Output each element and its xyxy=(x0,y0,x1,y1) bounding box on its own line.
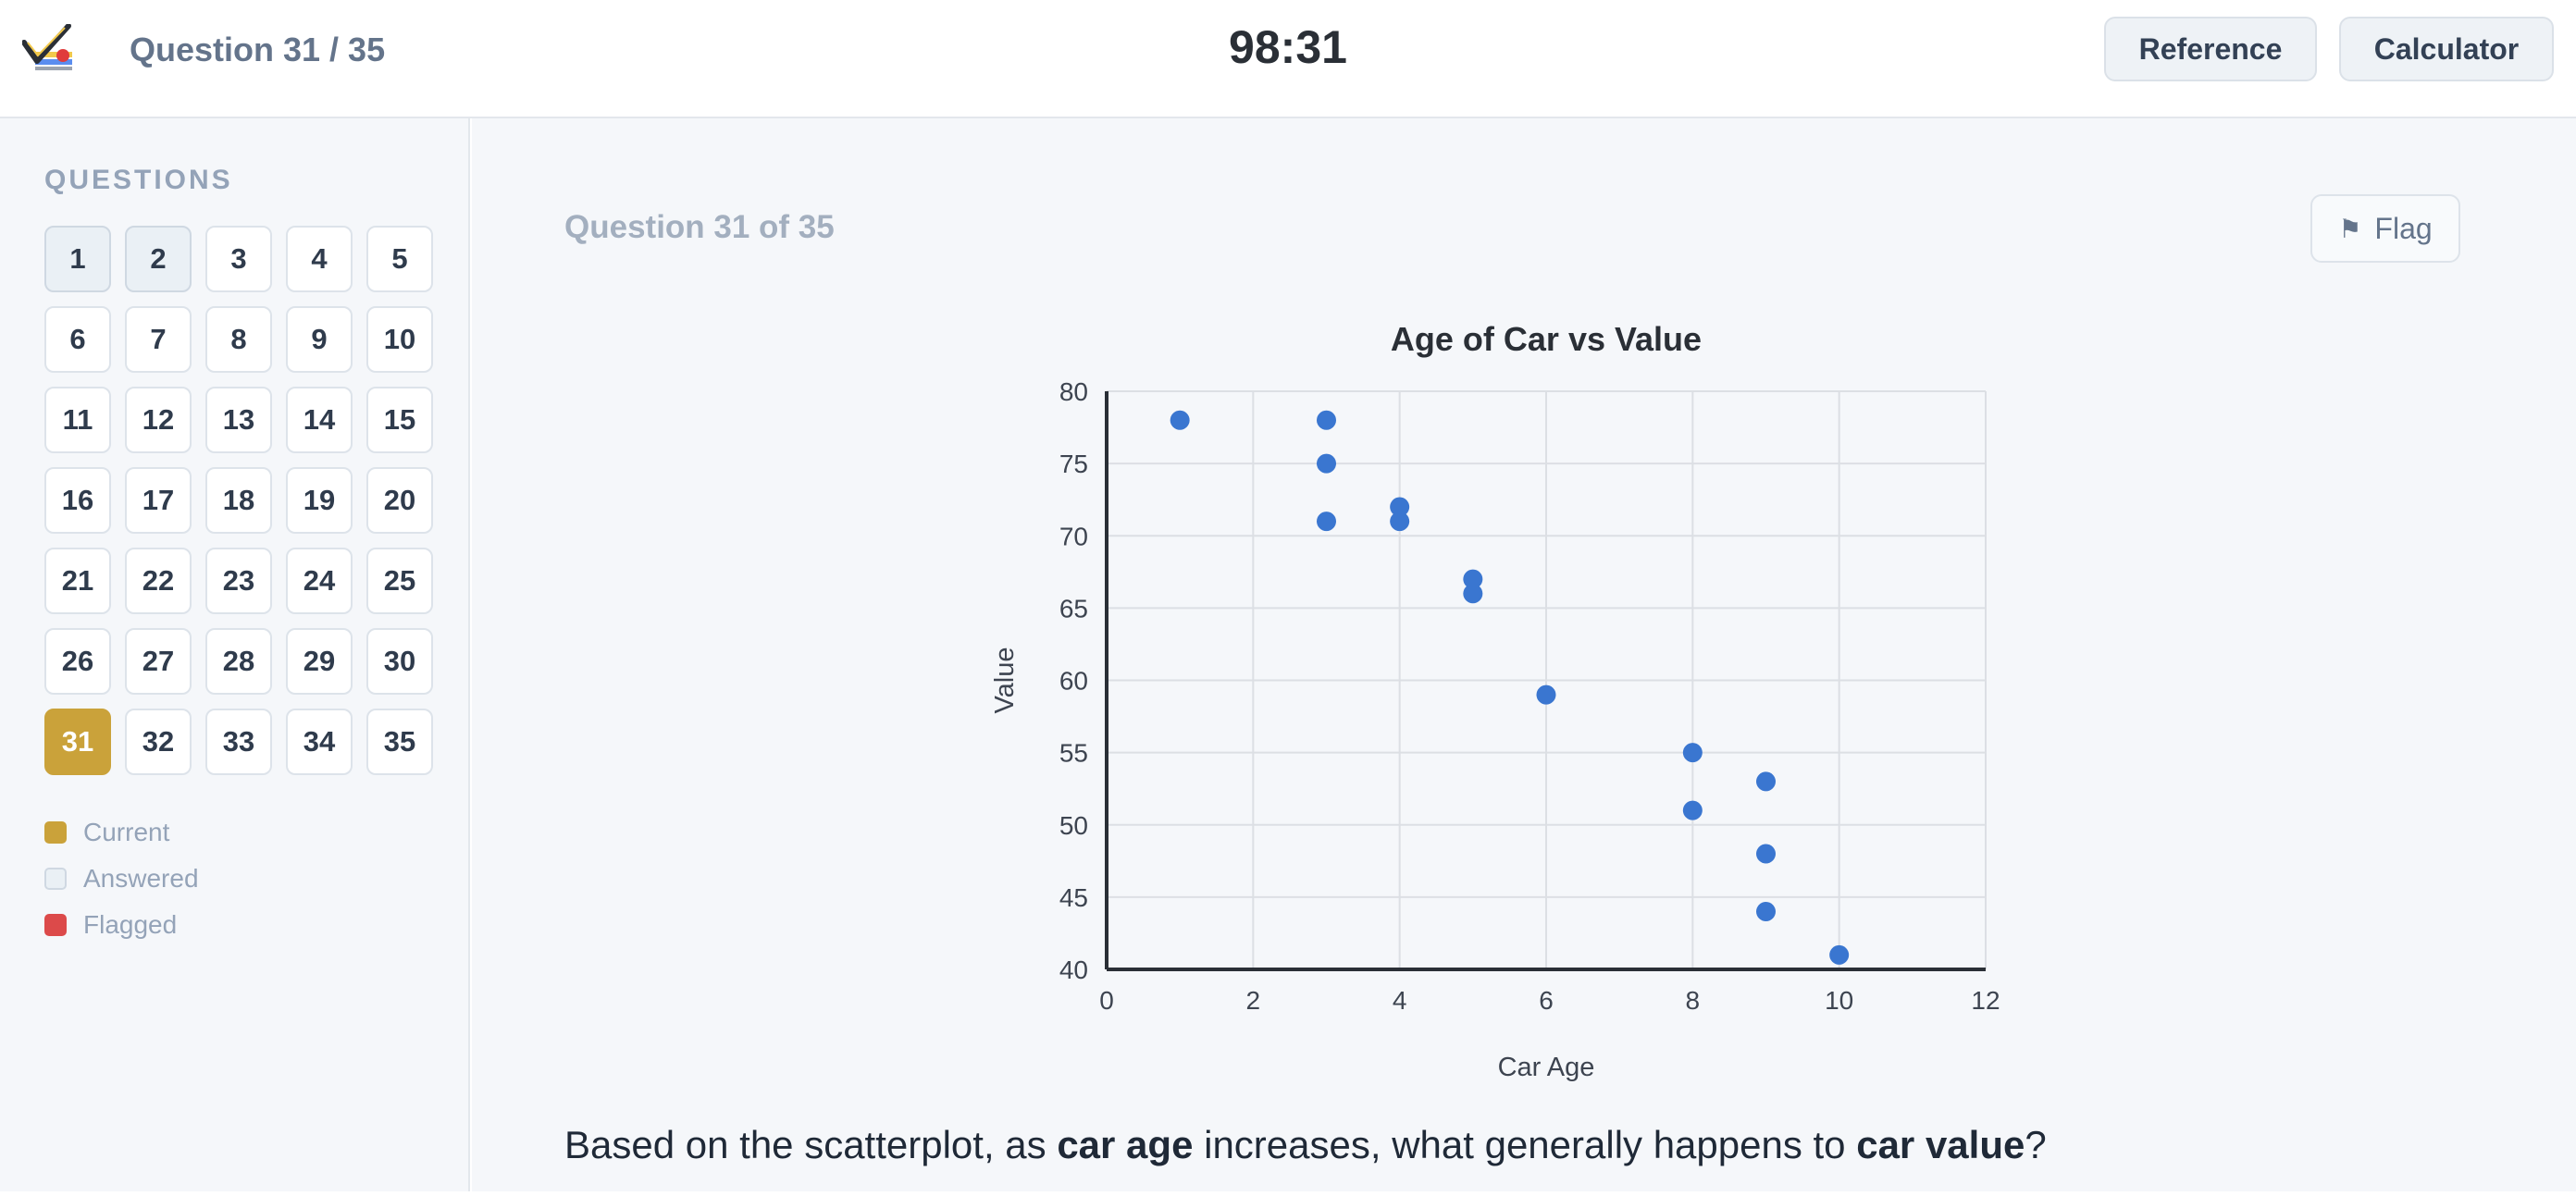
question-button-12[interactable]: 12 xyxy=(125,387,192,453)
flag-button[interactable]: ⚑ Flag xyxy=(2310,194,2460,263)
question-button-28[interactable]: 28 xyxy=(205,628,272,695)
y-tick-label: 50 xyxy=(1059,811,1088,840)
x-tick-label: 6 xyxy=(1539,986,1554,1015)
question-text: Based on the scatterplot, as car age inc… xyxy=(564,1123,2047,1167)
data-point xyxy=(1756,771,1776,792)
data-point xyxy=(1756,844,1776,864)
chart-title: Age of Car vs Value xyxy=(1391,320,1702,358)
question-text-emphasis: car age xyxy=(1057,1123,1194,1166)
question-button-23[interactable]: 23 xyxy=(205,548,272,614)
legend-item-flagged: Flagged xyxy=(44,906,322,943)
y-tick-label: 60 xyxy=(1059,667,1088,696)
top-bar: Question 31 / 35 98:31 Reference Calcula… xyxy=(0,0,2576,118)
data-point xyxy=(1829,944,1850,965)
data-point xyxy=(1317,453,1336,474)
question-button-18[interactable]: 18 xyxy=(205,467,272,534)
question-button-22[interactable]: 22 xyxy=(125,548,192,614)
question-button-29[interactable]: 29 xyxy=(286,628,353,695)
question-button-7[interactable]: 7 xyxy=(125,306,192,373)
question-heading: Question 31 of 35 xyxy=(564,209,835,245)
question-button-8[interactable]: 8 xyxy=(205,306,272,373)
legend-label: Answered xyxy=(83,864,199,893)
question-button-11[interactable]: 11 xyxy=(44,387,111,453)
legend-swatch xyxy=(44,914,67,936)
y-tick-label: 40 xyxy=(1059,956,1088,984)
x-tick-label: 12 xyxy=(1971,986,2000,1015)
data-point xyxy=(1390,512,1410,532)
data-point xyxy=(1463,584,1483,604)
y-axis-label: Value xyxy=(990,647,1020,713)
flag-icon: ⚑ xyxy=(2338,214,2362,243)
data-point xyxy=(1536,684,1556,705)
question-button-35[interactable]: 35 xyxy=(366,709,433,775)
x-tick-label: 2 xyxy=(1246,986,1261,1015)
question-button-3[interactable]: 3 xyxy=(205,226,272,292)
data-point xyxy=(1463,569,1483,589)
legend-swatch xyxy=(44,821,67,844)
question-button-34[interactable]: 34 xyxy=(286,709,353,775)
sidebar-title: QUESTIONS xyxy=(44,165,233,195)
question-button-5[interactable]: 5 xyxy=(366,226,433,292)
question-button-32[interactable]: 32 xyxy=(125,709,192,775)
x-axis-label: Car Age xyxy=(1498,1053,1595,1082)
reference-button[interactable]: Reference xyxy=(2104,17,2317,81)
question-button-1[interactable]: 1 xyxy=(44,226,111,292)
question-button-27[interactable]: 27 xyxy=(125,628,192,695)
x-tick-label: 8 xyxy=(1686,986,1701,1015)
y-tick-label: 75 xyxy=(1059,450,1088,478)
question-button-10[interactable]: 10 xyxy=(366,306,433,373)
x-tick-label: 10 xyxy=(1825,986,1853,1015)
question-button-17[interactable]: 17 xyxy=(125,467,192,534)
question-sidebar: QUESTIONS 1 2 3 4 5 6 7 8 9 10 11 12 13 14 15 16 17 18 19 2… xyxy=(0,118,470,1191)
chart-container: 0 2 4 6 8 10 12 40 45 50 55 60 65 70 75 80 Age of Car vs… xyxy=(472,118,2576,1191)
data-point xyxy=(1756,902,1776,921)
question-button-30[interactable]: 30 xyxy=(366,628,433,695)
legend-swatch xyxy=(44,868,67,890)
question-button-6[interactable]: 6 xyxy=(44,306,111,373)
legend-label: Current xyxy=(83,818,170,846)
question-button-31[interactable]: 31 xyxy=(44,709,111,775)
question-button-13[interactable]: 13 xyxy=(205,387,272,453)
question-button-15[interactable]: 15 xyxy=(366,387,433,453)
legend-item-answered: Answered xyxy=(44,860,322,897)
question-text-part: ? xyxy=(2025,1123,2047,1166)
checkmark-logo-icon xyxy=(22,24,72,70)
question-button-19[interactable]: 19 xyxy=(286,467,353,534)
question-button-9[interactable]: 9 xyxy=(286,306,353,373)
question-counter: Question 31 / 35 xyxy=(130,31,386,68)
main-panel: Question 31 of 35 ⚑ Flag 0 2 4 6 8 10 12 40 45 50… xyxy=(472,118,2576,1191)
y-tick-label: 65 xyxy=(1059,594,1088,623)
x-tick-label: 4 xyxy=(1393,986,1407,1015)
y-tick-label: 45 xyxy=(1059,883,1088,912)
question-text-emphasis: car value xyxy=(1856,1123,2025,1166)
data-point xyxy=(1170,410,1190,430)
question-button-24[interactable]: 24 xyxy=(286,548,353,614)
question-button-2[interactable]: 2 xyxy=(125,226,192,292)
question-button-16[interactable]: 16 xyxy=(44,467,111,534)
data-point xyxy=(1317,410,1336,430)
question-text-part: Based on the scatterplot, as xyxy=(564,1123,1058,1166)
data-point xyxy=(1682,800,1703,820)
question-button-4[interactable]: 4 xyxy=(286,226,353,292)
y-tick-label: 70 xyxy=(1059,522,1088,550)
legend-item-current: Current xyxy=(44,814,322,851)
scatter-chart: 0 2 4 6 8 10 12 40 45 50 55 60 65 70 75 80 Age of Car vs… xyxy=(990,320,2000,1082)
question-button-26[interactable]: 26 xyxy=(44,628,111,695)
flag-label: Flag xyxy=(2374,211,2433,245)
calculator-button[interactable]: Calculator xyxy=(2339,17,2554,81)
question-button-33[interactable]: 33 xyxy=(205,709,272,775)
x-tick-label: 0 xyxy=(1099,986,1114,1015)
question-text-part: increases, what generally happens to xyxy=(1193,1123,1857,1166)
data-point xyxy=(1390,497,1410,517)
question-button-20[interactable]: 20 xyxy=(366,467,433,534)
question-button-21[interactable]: 21 xyxy=(44,548,111,614)
legend-label: Flagged xyxy=(83,910,178,939)
question-button-25[interactable]: 25 xyxy=(366,548,433,614)
data-point xyxy=(1682,743,1703,763)
data-point xyxy=(1317,512,1336,532)
question-button-14[interactable]: 14 xyxy=(286,387,353,453)
y-tick-label: 80 xyxy=(1059,377,1088,406)
y-tick-label: 55 xyxy=(1059,739,1088,768)
